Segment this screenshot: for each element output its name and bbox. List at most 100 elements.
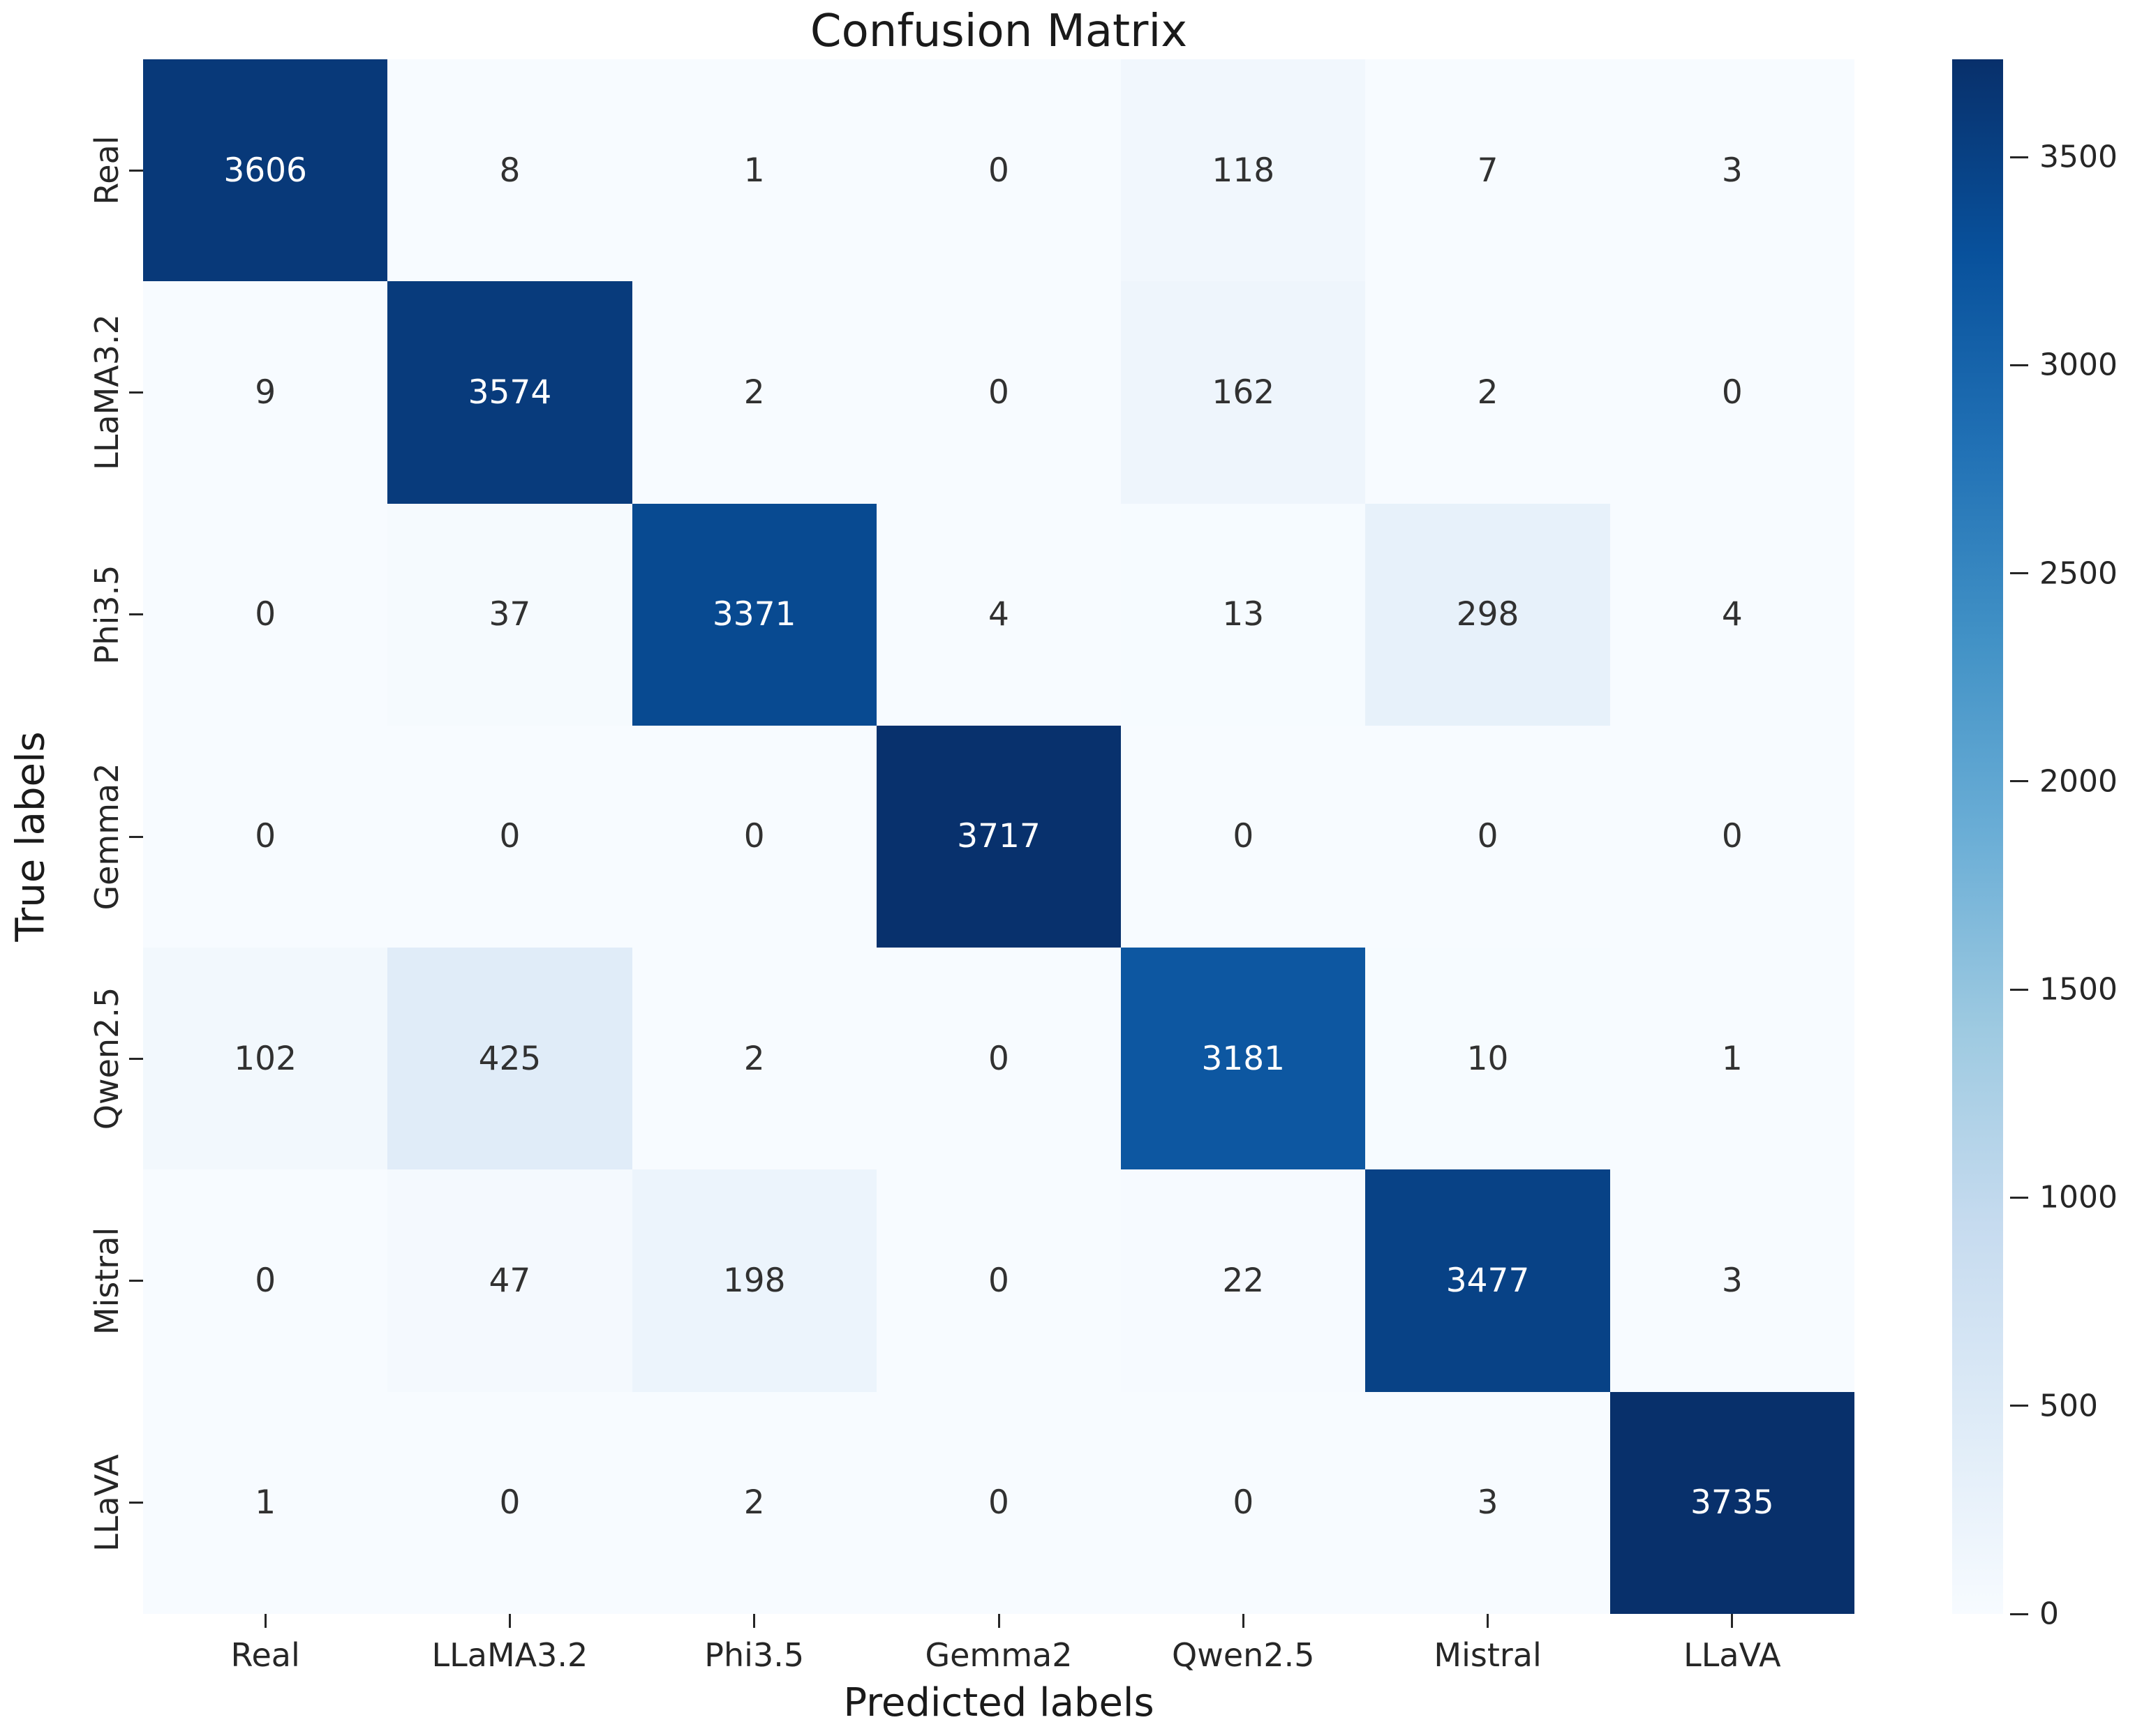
cell-value: 3477 — [1445, 1262, 1530, 1301]
heatmap-cell: 0 — [876, 59, 1122, 282]
heatmap-cell: 0 — [387, 1391, 632, 1614]
cell-value: 0 — [255, 817, 276, 856]
cell-value: 37 — [489, 595, 531, 634]
heatmap-cell: 1 — [1609, 948, 1854, 1170]
cell-value: 2 — [743, 1483, 765, 1522]
heatmap-cell: 102 — [143, 948, 388, 1170]
colorbar-tick-label: 2500 — [2039, 555, 2118, 592]
heatmap-cell: 37 — [387, 503, 632, 726]
cell-value: 0 — [988, 1262, 1009, 1301]
colorbar-tick-mark — [2010, 364, 2028, 366]
heatmap-cell: 3 — [1365, 1391, 1610, 1614]
x-tick-mark — [264, 1614, 267, 1628]
heatmap-cell: 162 — [1121, 281, 1366, 504]
y-tick-mark — [129, 613, 143, 616]
heatmap-cell: 9 — [143, 281, 388, 504]
cell-value: 2 — [743, 1039, 765, 1078]
cell-value: 0 — [499, 1483, 521, 1522]
y-tick-label: LLaMA3.2 — [88, 314, 126, 471]
colorbar-gradient — [1952, 59, 2003, 1614]
y-tick-label: Qwen2.5 — [88, 987, 126, 1130]
cell-value: 7 — [1477, 151, 1498, 190]
cell-value: 0 — [255, 595, 276, 634]
cell-value: 2 — [743, 373, 765, 412]
cell-value: 9 — [255, 373, 276, 412]
heatmap-cell: 2 — [632, 1391, 877, 1614]
y-tick-label: LLaVA — [88, 1454, 126, 1552]
colorbar-tick-label: 3500 — [2039, 139, 2118, 175]
cell-value: 0 — [988, 1483, 1009, 1522]
cell-value: 47 — [489, 1262, 531, 1301]
x-tick-label: Qwen2.5 — [1172, 1636, 1315, 1674]
colorbar-tick-label: 1000 — [2039, 1179, 2118, 1215]
cell-value: 0 — [988, 151, 1009, 190]
y-tick-mark — [129, 169, 143, 172]
heatmap-cell: 8 — [387, 59, 632, 282]
heatmap-cell: 22 — [1121, 1169, 1366, 1392]
heatmap-cell: 47 — [387, 1169, 632, 1392]
heatmap-cell: 2 — [632, 281, 877, 504]
colorbar-tick-mark — [2010, 572, 2028, 575]
x-tick-mark — [997, 1614, 1000, 1628]
heatmap-cell: 0 — [632, 725, 877, 948]
cell-value: 4 — [1721, 595, 1743, 634]
y-tick-label: Mistral — [88, 1227, 126, 1335]
heatmap-cell: 0 — [1121, 1391, 1366, 1614]
heatmap-cell: 3371 — [632, 503, 877, 726]
cell-value: 4 — [988, 595, 1009, 634]
heatmap-cell: 0 — [387, 725, 632, 948]
cell-value: 118 — [1212, 151, 1275, 190]
heatmap-cell: 0 — [876, 948, 1122, 1170]
cell-value: 0 — [1233, 817, 1254, 856]
cell-value: 0 — [1233, 1483, 1254, 1522]
colorbar-tick-mark — [2010, 780, 2028, 783]
x-tick-label: Real — [230, 1636, 300, 1674]
cell-value: 0 — [1721, 373, 1743, 412]
cell-value: 3574 — [468, 373, 552, 412]
x-tick-mark — [1487, 1614, 1489, 1628]
cell-value: 10 — [1466, 1039, 1509, 1078]
heatmap-cell: 3477 — [1365, 1169, 1610, 1392]
colorbar-tick-label: 3000 — [2039, 347, 2118, 383]
cell-value: 162 — [1212, 373, 1275, 412]
cell-value: 0 — [743, 817, 765, 856]
x-tick-mark — [753, 1614, 756, 1628]
heatmap-cell: 0 — [1609, 281, 1854, 504]
colorbar-tick-label: 1500 — [2039, 971, 2118, 1008]
cell-value: 13 — [1222, 595, 1265, 634]
cell-value: 22 — [1222, 1262, 1265, 1301]
y-tick-label: Phi3.5 — [88, 564, 126, 665]
heatmap-grid: 3606 8 1 0 118 7 3 9 3574 2 0 162 2 0 0 37 3371 4 13 298 4 0 0… — [143, 59, 1854, 1614]
cell-value: 8 — [499, 151, 521, 190]
cell-value: 3606 — [223, 151, 307, 190]
colorbar-tick-mark — [2010, 1612, 2028, 1615]
cell-value: 1 — [743, 151, 765, 190]
y-tick-mark — [129, 1502, 143, 1504]
x-tick-label: Gemma2 — [925, 1636, 1073, 1674]
cell-value: 0 — [499, 817, 521, 856]
cell-value: 298 — [1456, 595, 1519, 634]
heatmap-cell: 4 — [1609, 503, 1854, 726]
heatmap-cell: 1 — [632, 59, 877, 282]
cell-value: 0 — [988, 373, 1009, 412]
cell-value: 2 — [1477, 373, 1498, 412]
y-tick-mark — [129, 835, 143, 838]
cell-value: 3371 — [712, 595, 796, 634]
heatmap-cell: 0 — [1365, 725, 1610, 948]
heatmap-cell: 0 — [876, 1169, 1122, 1392]
cell-value: 0 — [1477, 817, 1498, 856]
heatmap-cell: 3 — [1609, 1169, 1854, 1392]
heatmap-cell: 3717 — [876, 725, 1122, 948]
colorbar-tick-label: 0 — [2039, 1596, 2059, 1632]
heatmap-cell: 3 — [1609, 59, 1854, 282]
cell-value: 425 — [478, 1039, 542, 1078]
cell-value: 1 — [1721, 1039, 1743, 1078]
heatmap-cell: 0 — [143, 1169, 388, 1392]
x-tick-mark — [1242, 1614, 1244, 1628]
heatmap-cell: 118 — [1121, 59, 1366, 282]
heatmap-cell: 0 — [1121, 725, 1366, 948]
cell-value: 3 — [1477, 1483, 1498, 1522]
colorbar-tick-mark — [2010, 1405, 2028, 1407]
x-tick-label: LLaVA — [1683, 1636, 1781, 1674]
heatmap-cell: 3735 — [1609, 1391, 1854, 1614]
